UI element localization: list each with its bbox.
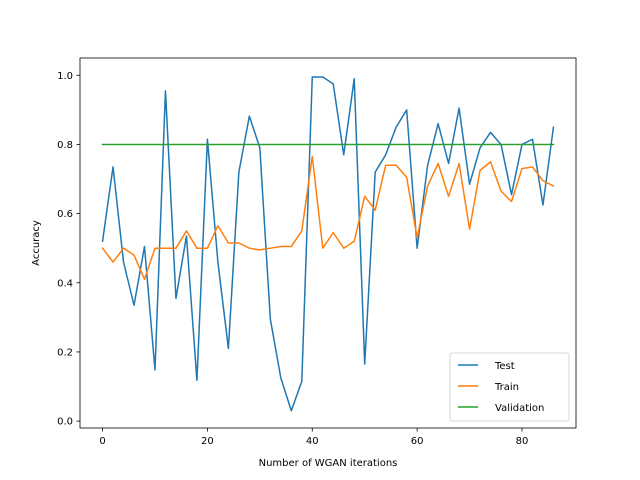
legend-box [449, 352, 570, 422]
x-tick-label: 80 [516, 436, 529, 447]
x-axis: 0 20 40 60 80 [99, 428, 528, 447]
legend-label-train: Train [494, 382, 519, 393]
legend-label-test: Test [494, 361, 515, 372]
y-axis-label: Accuracy [31, 220, 42, 266]
y-tick-label: 0.4 [57, 278, 73, 289]
series-line-test [101, 76, 555, 412]
x-tick-label: 20 [201, 436, 214, 447]
series-lines [101, 76, 555, 412]
y-tick-label: 0.6 [57, 209, 73, 220]
x-tick-label: 0 [99, 436, 105, 447]
series-line-train [101, 155, 555, 281]
x-axis-label: Number of WGAN iterations [259, 458, 398, 469]
plot-frame [79, 57, 577, 429]
y-axis: 0.0 0.2 0.4 0.6 0.8 1.0 [57, 71, 80, 428]
x-tick-label: 40 [306, 436, 319, 447]
y-tick-label: 0.0 [57, 417, 73, 428]
y-tick-label: 1.0 [57, 71, 73, 82]
legend-label-validation: Validation [495, 403, 544, 414]
y-tick-label: 0.8 [57, 140, 73, 151]
y-tick-label: 0.2 [57, 347, 73, 358]
x-tick-label: 60 [411, 436, 424, 447]
legend: Test Train Validation [449, 352, 570, 422]
